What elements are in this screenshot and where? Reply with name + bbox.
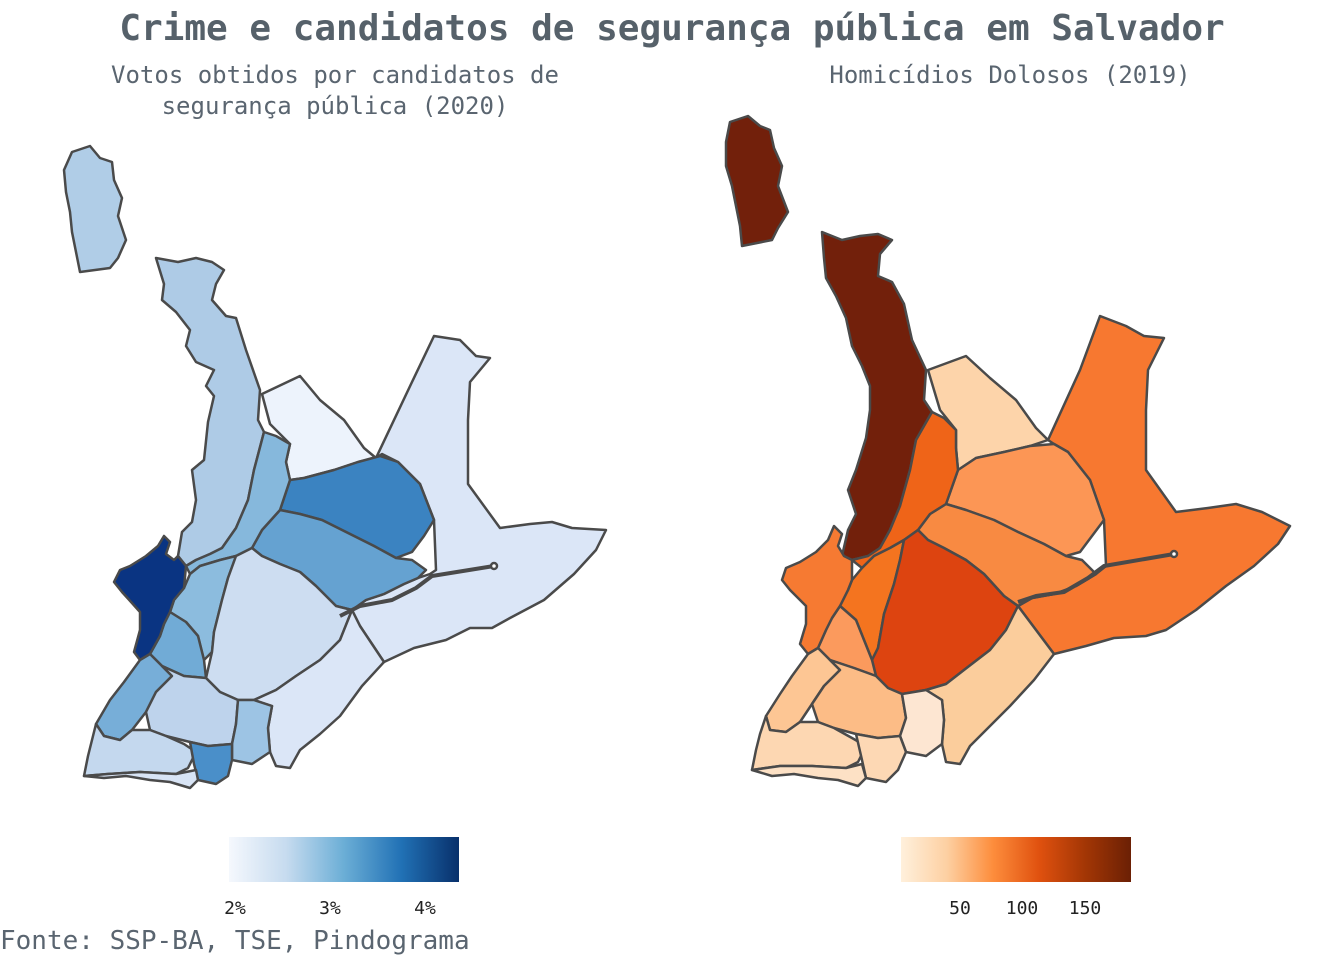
- region-ondina: [82, 768, 200, 790]
- region-sul-leste: [252, 608, 386, 770]
- region-leste: [1016, 314, 1292, 656]
- region-centro: [916, 502, 1098, 608]
- highway-endpoint: [1169, 549, 1179, 559]
- region-cabula: [850, 410, 960, 570]
- left-legend-tick: [425, 882, 426, 888]
- right-legend-tick: [960, 882, 961, 888]
- left-color-legend: [229, 837, 459, 882]
- region-centro-norte: [944, 442, 1106, 558]
- region-ondina: [750, 762, 868, 788]
- region-pituba: [230, 698, 274, 766]
- region-sul-leste: [924, 604, 1056, 766]
- region-centro-historico: [764, 646, 842, 734]
- region-barra: [82, 722, 198, 778]
- region-central-sul: [870, 528, 1020, 696]
- highway-line: [1017, 552, 1175, 604]
- right-map-subtitle: Homicídios Dolosos (2019): [829, 61, 1191, 89]
- right-legend-tick-label: 50: [949, 898, 971, 919]
- region-ilhas: [62, 144, 128, 274]
- chart-title: Crime e candidatos de segurança pública …: [119, 8, 1225, 49]
- region-barra-rio-vermelho: [810, 658, 908, 740]
- right-color-legend: [901, 837, 1131, 882]
- left-map-subtitle: Votos obtidos por candidatos de seguranç…: [70, 60, 600, 122]
- left-legend-tick-label: 2%: [224, 898, 246, 919]
- left-choropleth-map: [62, 144, 608, 790]
- left-subtitle-line1: Votos obtidos por candidatos de: [111, 61, 559, 89]
- right-legend-tick-label: 150: [1068, 898, 1102, 919]
- region-rio-vermelho: [854, 732, 908, 784]
- left-legend-tick-label: 3%: [319, 898, 341, 919]
- region-leste: [350, 334, 608, 664]
- right-legend-tick-label: 100: [1005, 898, 1039, 919]
- highway-endpoint: [489, 561, 499, 571]
- region-liberdade: [838, 538, 906, 662]
- highway-line: [339, 564, 495, 618]
- left-subtitle-line2: segurança pública (2020): [161, 92, 509, 120]
- region-brotas: [816, 604, 878, 678]
- source-caption: Fonte: SSP-BA, TSE, Pindograma: [0, 926, 470, 956]
- region-barra: [750, 714, 868, 772]
- left-legend-tick-label: 4%: [414, 898, 436, 919]
- region-ilhas: [724, 114, 790, 248]
- region-pituba: [898, 688, 946, 758]
- right-legend-tick: [1085, 882, 1086, 888]
- region-itapagipe: [780, 524, 854, 656]
- region-norte-a: [926, 354, 1050, 472]
- region-itapagipe: [112, 534, 188, 662]
- right-legend-tick: [1022, 882, 1023, 888]
- left-legend-tick: [235, 882, 236, 888]
- left-legend-tick: [330, 882, 331, 888]
- region-suburbio-norte: [820, 230, 934, 562]
